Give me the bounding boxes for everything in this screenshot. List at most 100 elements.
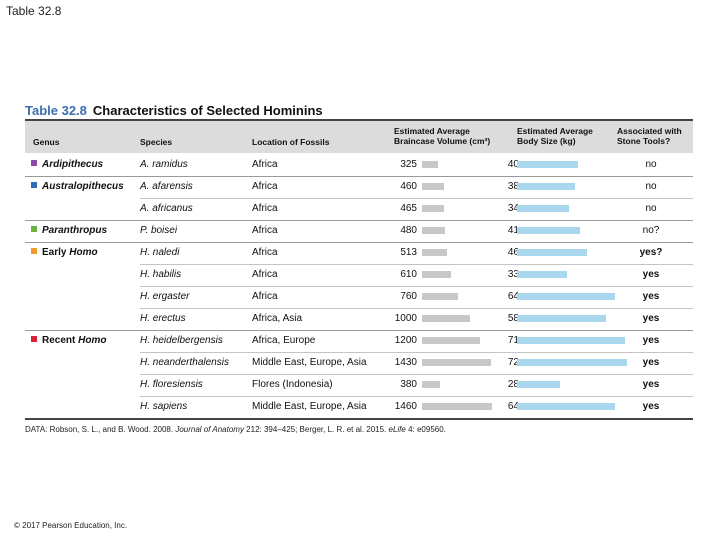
- header-tools-line1: Associated with: [617, 126, 682, 136]
- stone-tools-cell: yes: [642, 357, 660, 368]
- table-row: A. africanus Africa 465 34 no: [25, 198, 693, 220]
- header-stone-tools: Associated with Stone Tools?: [617, 126, 682, 146]
- row-divider: [140, 308, 693, 309]
- table-row: Recent Homo H. heidelbergensis Africa, Eur…: [25, 330, 693, 352]
- data-note-journal: eLife: [388, 425, 406, 434]
- table-row: H. sapiens Middle East, Europe, Asia 1460 6…: [25, 396, 693, 418]
- species-cell: A. africanus: [140, 203, 193, 214]
- stone-tools-cell: no: [645, 203, 657, 214]
- species-cell: H. floresiensis: [140, 379, 203, 390]
- braincase-bar: [422, 161, 438, 168]
- stone-tools-cell: no: [645, 181, 657, 192]
- braincase-bar: [422, 359, 491, 366]
- header-location: Location of Fossils: [252, 137, 330, 147]
- row-divider: [140, 198, 693, 199]
- table-caption-text: Characteristics of Selected Hominins: [92, 103, 323, 118]
- table-row: H. habilis Africa 610 33 yes: [25, 264, 693, 286]
- braincase-bar: [422, 227, 445, 234]
- table-caption: Table 32.8 Characteristics of Selected Ho…: [25, 103, 323, 118]
- location-cell: Africa: [252, 159, 278, 170]
- stone-tools-cell: yes: [642, 335, 660, 346]
- body-size-bar: [517, 271, 567, 278]
- species-cell: H. sapiens: [140, 401, 188, 412]
- genus-cell: Early Homo: [31, 242, 98, 264]
- location-cell: Africa: [252, 181, 278, 192]
- body-size-bar: [517, 403, 615, 410]
- braincase-value: 1000: [394, 313, 417, 324]
- table-row: Paranthropus P. boisei Africa 480 41 no?: [25, 220, 693, 242]
- row-divider: [25, 176, 693, 177]
- species-cell: H. naledi: [140, 247, 180, 258]
- genus-color-swatch: [31, 248, 37, 254]
- data-note-part: 212: 394–425; Berger, L. R. et al. 2015.: [243, 425, 389, 434]
- genus-color-swatch: [31, 226, 37, 232]
- genus-color-swatch: [31, 160, 37, 166]
- body-size-value: 40: [507, 159, 519, 170]
- row-divider: [140, 352, 693, 353]
- body-size-value: 64: [507, 401, 519, 412]
- row-divider: [140, 286, 693, 287]
- copyright-footer: © 2017 Pearson Education, Inc.: [14, 521, 128, 530]
- table-header-band: Genus Species Location of Fossils Estima…: [25, 121, 693, 153]
- location-cell: Africa: [252, 225, 278, 236]
- braincase-bar: [422, 271, 451, 278]
- braincase-value: 460: [400, 181, 417, 192]
- location-cell: Flores (Indonesia): [252, 379, 333, 390]
- genus-cell: Ardipithecus: [31, 154, 103, 176]
- species-cell: H. neanderthalensis: [140, 357, 229, 368]
- location-cell: Middle East, Europe, Asia: [252, 401, 367, 412]
- body-size-value: 38: [507, 181, 519, 192]
- species-cell: A. ramidus: [140, 159, 188, 170]
- table-row: H. erectus Africa, Asia 1000 58 yes: [25, 308, 693, 330]
- braincase-bar: [422, 205, 444, 212]
- data-note-part: 4: e09560.: [405, 425, 446, 434]
- species-cell: P. boisei: [140, 225, 178, 236]
- genus-name: Ardipithecus: [42, 159, 104, 170]
- genus-name: Homo: [78, 335, 107, 346]
- row-divider: [25, 242, 693, 243]
- row-divider: [25, 330, 693, 331]
- row-divider: [140, 374, 693, 375]
- genus-cell: Recent Homo: [31, 330, 106, 352]
- header-tools-line2: Stone Tools?: [617, 136, 671, 146]
- genus-prefix: Early: [42, 247, 70, 258]
- body-size-bar: [517, 183, 575, 190]
- braincase-value: 760: [400, 291, 417, 302]
- body-size-bar: [517, 205, 569, 212]
- stone-tools-cell: yes: [642, 379, 660, 390]
- body-size-value: 46: [507, 247, 519, 258]
- data-source-note: DATA: Robson, S. L., and B. Wood. 2008. …: [25, 425, 446, 434]
- body-size-bar: [517, 381, 560, 388]
- table-row: Ardipithecus A. ramidus Africa 325 40 no: [25, 154, 693, 176]
- species-cell: H. habilis: [140, 269, 182, 280]
- braincase-value: 610: [400, 269, 417, 280]
- header-body-size: Estimated Average Body Size (kg): [517, 126, 593, 146]
- braincase-bar: [422, 293, 458, 300]
- body-size-value: 72: [507, 357, 519, 368]
- table-row: Australopithecus A. afarensis Africa 460 38 n…: [25, 176, 693, 198]
- stone-tools-cell: yes: [642, 401, 660, 412]
- genus-name: Homo: [69, 247, 98, 258]
- table-top-rule: [25, 119, 693, 121]
- body-size-value: 64: [507, 291, 519, 302]
- row-divider: [140, 396, 693, 397]
- genus-color-swatch: [31, 182, 37, 188]
- genus-name: Paranthropus: [42, 225, 108, 236]
- body-size-value: 33: [507, 269, 519, 280]
- body-size-bar: [517, 337, 625, 344]
- body-size-bar: [517, 161, 578, 168]
- stone-tools-cell: yes: [642, 291, 660, 302]
- body-size-value: 28: [507, 379, 519, 390]
- genus-color-swatch: [31, 336, 37, 342]
- header-body-line2: Body Size (kg): [517, 136, 576, 146]
- row-divider: [140, 264, 693, 265]
- body-size-value: 71: [507, 335, 519, 346]
- table-bottom-rule: [25, 418, 693, 420]
- braincase-value: 325: [400, 159, 417, 170]
- species-cell: H. erectus: [140, 313, 186, 324]
- species-cell: H. ergaster: [140, 291, 190, 302]
- species-cell: H. heidelbergensis: [140, 335, 223, 346]
- location-cell: Africa, Europe: [252, 335, 316, 346]
- genus-cell: Australopithecus: [31, 176, 124, 198]
- header-braincase-line2: Braincase Volume (cm³): [394, 136, 491, 146]
